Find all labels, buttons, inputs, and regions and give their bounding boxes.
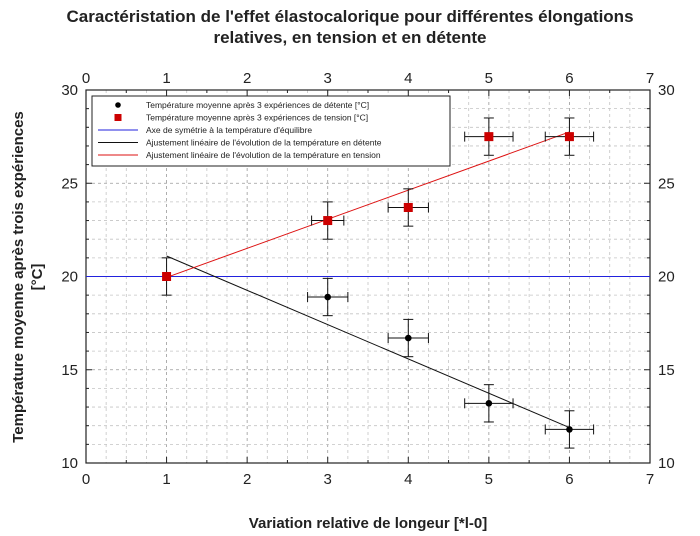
fit-lines	[86, 131, 650, 429]
square-marker	[323, 216, 333, 226]
x-tick-label-bottom: 7	[646, 471, 654, 488]
x-tick-label-top: 5	[485, 70, 493, 87]
legend-entry-4: Ajustement linéaire de l'évolution de la…	[98, 150, 381, 160]
y-tick-label-right: 25	[658, 175, 675, 192]
x-tick-label-top: 7	[646, 70, 654, 87]
x-tick-label-bottom: 4	[404, 471, 412, 488]
legend-label: Température moyenne après 3 expériences …	[146, 113, 368, 123]
x-tick-label-top: 3	[324, 70, 332, 87]
data-point-circle	[307, 277, 349, 317]
legend-entry-1: Température moyenne après 3 expériences …	[114, 113, 368, 123]
circle-marker	[404, 334, 412, 342]
square-marker	[564, 132, 574, 142]
x-tick-label-bottom: 6	[565, 471, 573, 488]
series-line-4	[166, 131, 570, 278]
legend-label: Ajustement linéaire de l'évolution de la…	[146, 138, 382, 148]
legend-entry-2: Axe de symétrie à la température d'équil…	[98, 125, 312, 135]
x-tick-label-top: 0	[82, 70, 90, 87]
data-point-square	[161, 257, 172, 296]
x-tick-label-top: 6	[565, 70, 573, 87]
y-tick-label-right: 15	[658, 362, 675, 379]
y-tick-label-right: 10	[658, 455, 675, 472]
data-point-square	[387, 188, 429, 227]
legend-label: Température moyenne après 3 expériences …	[146, 100, 369, 110]
legend-label: Ajustement linéaire de l'évolution de la…	[146, 150, 381, 160]
legend-entry-0: Température moyenne après 3 expériences …	[115, 100, 369, 110]
data-points	[161, 117, 595, 449]
y-axis-label-line-1: Température moyenne après trois expérien…	[10, 111, 27, 443]
x-tick-label-top: 1	[162, 70, 170, 87]
legend-entry-3: Ajustement linéaire de l'évolution de la…	[98, 138, 382, 148]
y-tick-label-left: 20	[61, 269, 78, 286]
square-marker	[162, 272, 172, 281]
x-tick-label-top: 4	[404, 70, 412, 87]
series-line-3	[166, 255, 570, 429]
chart-title-line-1: Caractéristation de l'effet élastocalori…	[66, 7, 634, 26]
legend-swatch-circle	[115, 102, 121, 108]
chart-title-line-2: relatives, en tension et en détente	[213, 28, 487, 47]
x-tick-label-bottom: 2	[243, 471, 251, 488]
data-point-circle	[387, 318, 429, 358]
y-axis-label-line-2: [°C]	[29, 264, 46, 291]
data-point-square	[464, 117, 514, 156]
x-tick-label-bottom: 5	[485, 471, 493, 488]
legend-box	[91, 95, 451, 167]
legend-label: Axe de symétrie à la température d'équil…	[146, 125, 312, 135]
chart-title: Caractéristation de l'effet élastocalori…	[0, 6, 700, 48]
circle-marker	[566, 426, 573, 433]
data-point-circle	[544, 410, 595, 449]
legend-swatch-square	[114, 114, 122, 121]
y-tick-label-left: 10	[61, 455, 78, 472]
y-tick-label-right: 20	[658, 269, 675, 286]
data-point-circle	[464, 384, 514, 423]
x-tick-label-top: 2	[243, 70, 251, 87]
x-tick-label-bottom: 3	[324, 471, 332, 488]
y-tick-label-left: 15	[61, 362, 78, 379]
y-tick-label-left: 25	[61, 175, 78, 192]
data-point-square	[311, 201, 345, 240]
square-marker	[403, 202, 413, 212]
square-marker	[484, 132, 494, 142]
x-tick-label-bottom: 0	[82, 471, 90, 488]
circle-marker	[485, 400, 493, 407]
data-point-square	[544, 117, 595, 156]
y-tick-label-right: 30	[658, 82, 675, 99]
x-tick-label-bottom: 1	[162, 471, 170, 488]
legend: Température moyenne après 3 expériences …	[91, 95, 451, 167]
x-axis-label: Variation relative de longeur [*l-0]	[249, 515, 487, 532]
circle-marker	[324, 293, 332, 301]
y-tick-label-left: 30	[61, 82, 78, 99]
